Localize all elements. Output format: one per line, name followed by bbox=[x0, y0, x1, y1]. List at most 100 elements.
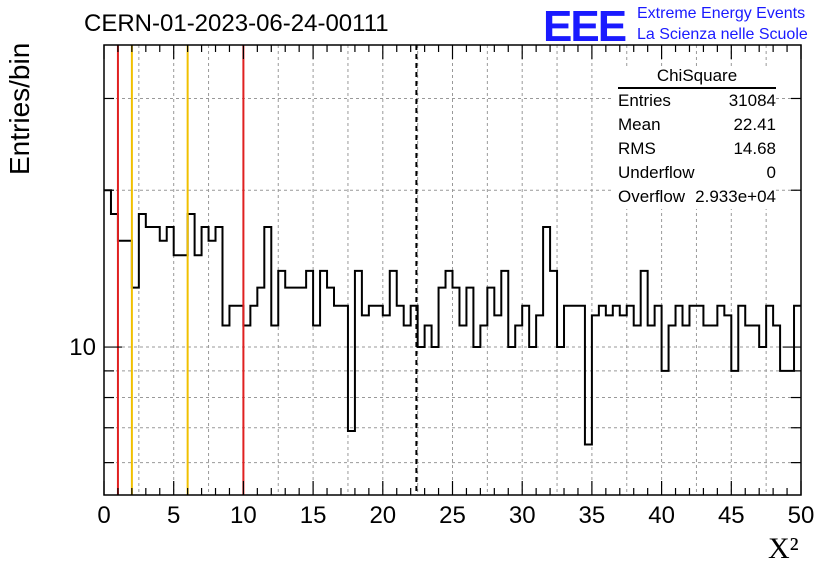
histogram-bin bbox=[439, 288, 446, 495]
histogram-bin bbox=[132, 288, 139, 495]
x-tick-label: 10 bbox=[230, 502, 257, 529]
histogram-bin bbox=[648, 325, 655, 495]
histogram-bin bbox=[724, 315, 731, 495]
histogram-bin bbox=[494, 315, 501, 495]
stats-value: 31084 bbox=[728, 91, 776, 110]
histogram-bin bbox=[578, 306, 585, 495]
histogram-bin bbox=[292, 288, 299, 495]
x-tick-label: 50 bbox=[788, 502, 815, 529]
histogram-bin bbox=[383, 315, 390, 495]
histogram-bin bbox=[348, 431, 355, 495]
histogram-bin bbox=[222, 325, 229, 495]
histogram-bin bbox=[257, 288, 264, 495]
histogram-bin bbox=[355, 271, 362, 495]
histogram-bin bbox=[320, 271, 327, 495]
histogram-bin bbox=[404, 325, 411, 495]
stats-label: Overflow bbox=[618, 187, 686, 206]
histogram-bin bbox=[662, 371, 669, 495]
histogram-bin bbox=[515, 325, 522, 495]
x-tick-label: 0 bbox=[97, 502, 110, 529]
eee-logo: EEE bbox=[543, 2, 627, 51]
histogram-bin bbox=[613, 306, 620, 495]
histogram-bin bbox=[390, 271, 397, 495]
stats-value: 14.68 bbox=[733, 139, 776, 158]
histogram-bin bbox=[250, 306, 257, 495]
histogram-bin bbox=[453, 288, 460, 495]
histogram-bin bbox=[341, 306, 348, 495]
histogram-bin bbox=[160, 241, 167, 495]
histogram-bin bbox=[271, 325, 278, 495]
histogram-bin bbox=[536, 315, 543, 495]
histogram-bin bbox=[683, 325, 690, 495]
stats-value: 2.933e+04 bbox=[695, 187, 776, 206]
histogram-bin bbox=[111, 214, 118, 495]
histogram-bin bbox=[146, 227, 153, 495]
histogram-bin bbox=[466, 288, 473, 495]
stats-box: ChiSquare Entries 31084 Mean 22.41 RMS 14.6… bbox=[612, 66, 776, 209]
y-tick-label: 10 bbox=[69, 334, 96, 361]
histogram-bin bbox=[334, 306, 341, 495]
stats-value: 0 bbox=[766, 163, 776, 182]
histogram-bin bbox=[585, 445, 592, 495]
histogram-bin bbox=[376, 306, 383, 495]
histogram-bin bbox=[195, 255, 202, 495]
x-axis-label: X² bbox=[768, 532, 799, 565]
histogram-bin bbox=[473, 347, 480, 495]
histogram-bin bbox=[717, 306, 724, 495]
histogram-bin bbox=[299, 288, 306, 495]
histogram-bin bbox=[773, 325, 780, 495]
histogram-bin bbox=[188, 214, 195, 495]
histogram-bin bbox=[766, 306, 773, 495]
histogram-bin bbox=[676, 306, 683, 495]
histogram-bin bbox=[327, 288, 334, 495]
x-tick-label: 30 bbox=[509, 502, 536, 529]
histogram-bin bbox=[641, 271, 648, 495]
histogram-bin bbox=[787, 371, 794, 495]
histogram-bin bbox=[236, 306, 243, 495]
histogram-bin bbox=[480, 325, 487, 495]
histogram-bin bbox=[229, 306, 236, 495]
histogram-bin bbox=[522, 306, 529, 495]
x-tick-label: 45 bbox=[718, 502, 745, 529]
histogram-bin bbox=[487, 288, 494, 495]
histogram-bin bbox=[264, 227, 271, 495]
histogram-bin bbox=[689, 306, 696, 495]
logo-line-2: La Scienza nelle Scuole bbox=[637, 26, 808, 43]
stats-label: Mean bbox=[618, 115, 661, 134]
histogram-bin bbox=[243, 325, 250, 495]
histogram-bin bbox=[278, 271, 285, 495]
histogram-bin bbox=[564, 306, 571, 495]
chart-title: CERN-01-2023-06-24-00111 bbox=[84, 10, 389, 37]
histogram-bin bbox=[425, 325, 432, 495]
histogram-bin bbox=[599, 306, 606, 495]
histogram-bin bbox=[780, 371, 787, 495]
histogram-bin bbox=[696, 306, 703, 495]
x-tick-label: 35 bbox=[579, 502, 606, 529]
stats-row-overflow: Overflow 2.933e+04 bbox=[612, 185, 776, 209]
histogram-bin bbox=[550, 271, 557, 495]
histogram-bin bbox=[369, 306, 376, 495]
histogram-bin bbox=[634, 325, 641, 495]
histogram-bin bbox=[557, 347, 564, 495]
stats-label: Entries bbox=[618, 91, 671, 110]
histogram-bin bbox=[529, 347, 536, 495]
histogram-bin bbox=[418, 347, 425, 495]
histogram-bin bbox=[738, 306, 745, 495]
histogram-bin bbox=[655, 306, 662, 495]
histogram-bin bbox=[139, 214, 146, 495]
histogram-bin bbox=[397, 306, 404, 495]
stats-label: RMS bbox=[618, 139, 656, 158]
histogram-bin bbox=[731, 371, 738, 495]
histogram-bin bbox=[752, 325, 759, 495]
stats-value: 22.41 bbox=[733, 115, 776, 134]
histogram-bin bbox=[627, 306, 634, 495]
histogram-bin bbox=[759, 347, 766, 495]
stats-row-rms: RMS 14.68 bbox=[612, 137, 776, 161]
x-tick-label: 5 bbox=[167, 502, 180, 529]
histogram-bin bbox=[669, 325, 676, 495]
histogram-bin bbox=[153, 227, 160, 495]
x-tick-label: 15 bbox=[300, 502, 327, 529]
stats-label: Underflow bbox=[618, 163, 695, 182]
histogram-bin bbox=[508, 347, 515, 495]
